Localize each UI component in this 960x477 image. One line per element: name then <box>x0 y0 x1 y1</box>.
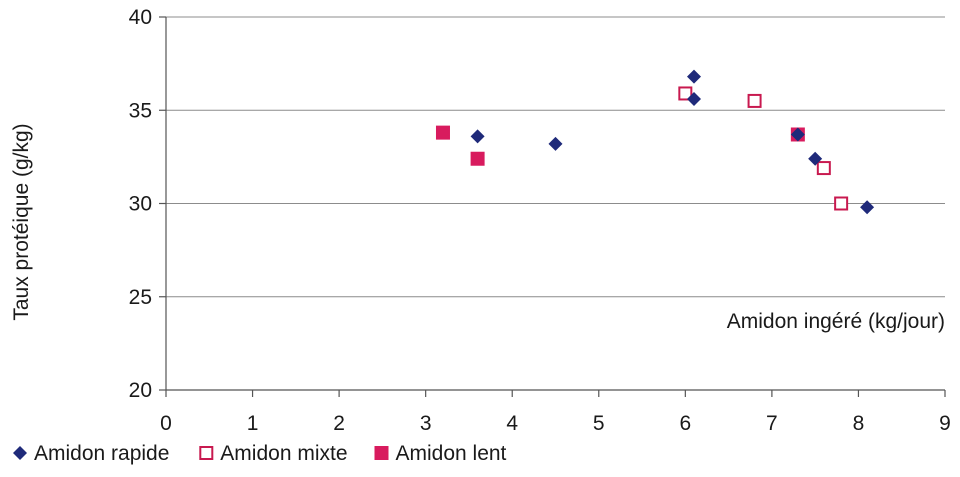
legend-marker-amidon-lent <box>374 446 389 460</box>
x-tick-label: 2 <box>333 412 345 435</box>
y-tick-label: 20 <box>129 379 152 402</box>
point-amidon-rapide <box>686 69 701 84</box>
y-axis-label: Taux protéique (g/kg) <box>10 123 33 320</box>
x-axis-label: Amidon ingéré (kg/jour) <box>727 310 945 333</box>
point-amidon-rapide <box>548 136 563 151</box>
point-amidon-rapide <box>686 92 701 107</box>
legend-label-amidon-rapide: Amidon rapide <box>34 442 169 465</box>
x-tick-label: 9 <box>939 412 951 435</box>
legend-marker-amidon-rapide <box>13 446 27 460</box>
point-amidon-rapide <box>470 129 485 144</box>
x-tick-label: 8 <box>853 412 865 435</box>
grid <box>166 16 945 298</box>
point-amidon-mixte <box>678 86 693 101</box>
point-amidon-rapide <box>808 151 823 166</box>
y-tick-label: 40 <box>129 6 152 29</box>
point-amidon-mixte <box>747 93 762 108</box>
data-points <box>435 69 875 215</box>
x-tick-label: 3 <box>420 412 432 435</box>
point-amidon-mixte <box>816 161 831 176</box>
x-tick-label: 7 <box>766 412 778 435</box>
y-tick-labels: 20 25 30 35 40 <box>129 6 152 402</box>
x-tick-label: 6 <box>679 412 691 435</box>
legend-label-amidon-lent: Amidon lent <box>396 442 507 465</box>
axes <box>159 16 946 397</box>
legend-marker-amidon-mixte <box>199 446 214 460</box>
point-amidon-rapide <box>790 127 805 142</box>
point-amidon-lent <box>435 125 450 140</box>
point-amidon-mixte <box>834 196 849 211</box>
y-tick-label: 25 <box>129 286 152 309</box>
y-tick-label: 35 <box>129 99 152 122</box>
x-tick-label: 5 <box>593 412 605 435</box>
legend: Amidon rapide Amidon mixte Amidon lent <box>13 442 507 465</box>
legend-label-amidon-mixte: Amidon mixte <box>220 442 347 465</box>
point-amidon-rapide <box>860 200 875 215</box>
x-tick-labels: 0 1 2 3 4 5 6 7 8 9 <box>160 412 951 435</box>
x-tick-label: 4 <box>506 412 518 435</box>
point-amidon-lent <box>470 151 485 166</box>
x-tick-label: 1 <box>247 412 259 435</box>
x-tick-label: 0 <box>160 412 172 435</box>
y-tick-label: 30 <box>129 193 152 216</box>
